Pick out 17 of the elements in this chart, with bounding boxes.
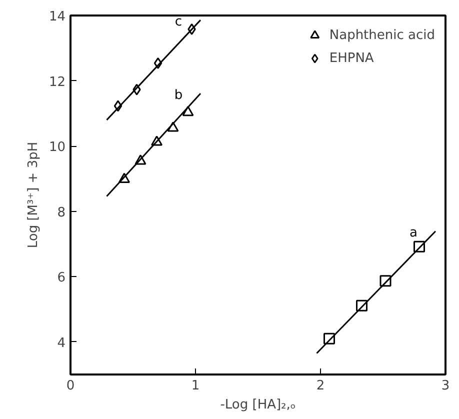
x-axis-title: -Log [HA]₂,ₒ [220, 398, 296, 412]
annotation: a [410, 226, 418, 241]
x-tick-label: 3 [441, 378, 450, 394]
x-tick-label: 1 [191, 378, 200, 394]
legend-label: Naphthenic acid [329, 28, 435, 42]
y-tick-label: 10 [48, 140, 66, 156]
annotation: b [174, 88, 183, 103]
y-tick-label: 14 [48, 10, 66, 24]
y-tick-label: 12 [48, 74, 66, 90]
x-tick-label: 0 [66, 378, 75, 394]
x-tick-label: 2 [316, 378, 325, 394]
y-tick-label: 4 [57, 336, 66, 351]
annotation: c [174, 14, 182, 30]
y-tick-label: 6 [57, 270, 66, 286]
y-tick-label: 8 [57, 205, 66, 220]
legend-label: EHPNA [329, 50, 374, 66]
y-axis-title: Log [M³⁺] + 3pH [26, 142, 41, 248]
